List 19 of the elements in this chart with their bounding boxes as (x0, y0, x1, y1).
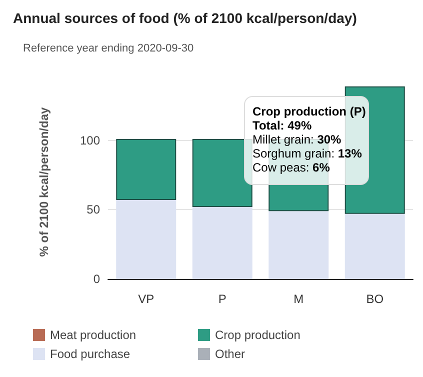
y-tick-label: 100 (80, 133, 100, 148)
legend-label: Meat production (50, 328, 136, 342)
x-tick-label: M (294, 292, 304, 306)
legend-label: Food purchase (50, 347, 130, 361)
annotation: Cow peas: 6% (252, 160, 330, 174)
chart-subtitle: Reference year ending 2020-09-30 (23, 42, 194, 54)
y-tick-label: 50 (86, 202, 100, 217)
y-tick-label: 0 (93, 272, 100, 286)
legend-label: Other (215, 347, 246, 361)
annotation: Crop production (P) (252, 104, 366, 118)
annotation: Sorghum grain: 13% (252, 146, 362, 160)
x-tick-label: BO (366, 292, 384, 306)
x-tick-label: P (218, 292, 226, 306)
annotation: Total: 49% (252, 118, 312, 132)
legend-label: Crop production (215, 328, 300, 342)
x-tick-label: VP (138, 292, 154, 306)
chart-title: Annual sources of food (% of 2100 kcal/person/day) (13, 10, 357, 26)
annotation: Millet grain: 30% (252, 132, 342, 146)
y-axis-title: % of 2100 kcal/person/day (37, 106, 51, 257)
